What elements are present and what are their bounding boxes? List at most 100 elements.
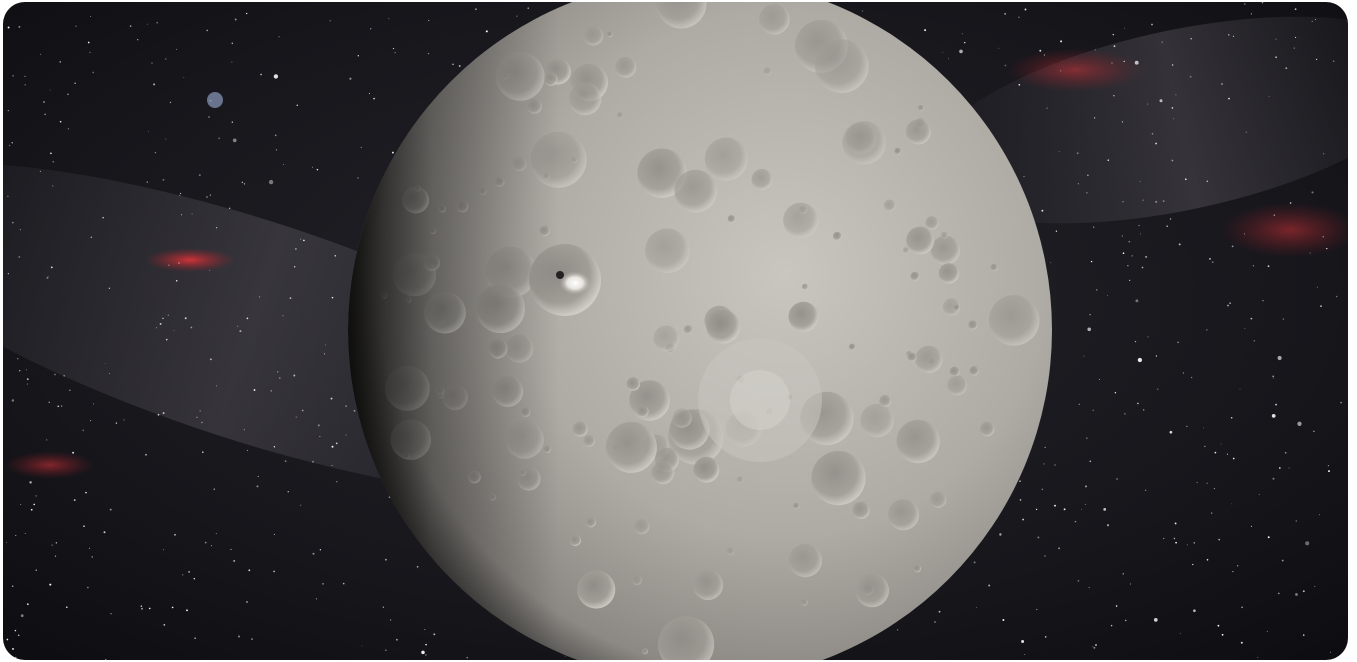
- star: [295, 416, 297, 418]
- star: [861, 10, 863, 12]
- star: [59, 61, 61, 63]
- star: [1162, 200, 1165, 203]
- star: [1151, 23, 1153, 26]
- star: [1046, 107, 1048, 109]
- star: [1113, 95, 1115, 97]
- star: [102, 217, 104, 219]
- star: [273, 533, 275, 535]
- star: [51, 544, 53, 546]
- star: [485, 30, 488, 33]
- star: [213, 488, 216, 490]
- star: [466, 656, 469, 659]
- star: [148, 130, 150, 132]
- star: [1171, 159, 1174, 162]
- star: [1089, 313, 1091, 316]
- planet: [348, 2, 1052, 660]
- star: [67, 93, 69, 96]
- star: [1218, 538, 1221, 541]
- star: [46, 276, 49, 279]
- star: [257, 475, 259, 477]
- star: [1151, 133, 1154, 135]
- star: [1019, 480, 1021, 482]
- star: [17, 358, 19, 360]
- star: [1083, 355, 1085, 357]
- star: [1275, 403, 1277, 406]
- star: [368, 92, 370, 94]
- star: [1121, 121, 1124, 123]
- star: [104, 658, 107, 660]
- red-nebula: [5, 451, 95, 479]
- star: [287, 491, 289, 493]
- star: [1135, 299, 1139, 303]
- star: [1333, 60, 1335, 62]
- star: [282, 315, 284, 317]
- star: [1107, 159, 1110, 162]
- star: [1002, 619, 1005, 621]
- star: [17, 634, 20, 637]
- star: [1211, 512, 1213, 514]
- star: [1041, 488, 1044, 491]
- star: [186, 609, 188, 612]
- star: [156, 22, 158, 24]
- star: [1294, 8, 1297, 11]
- star: [324, 353, 326, 355]
- star: [7, 110, 9, 112]
- star: [1262, 300, 1264, 302]
- star: [334, 254, 337, 257]
- star: [82, 429, 85, 432]
- star: [1142, 199, 1144, 201]
- star: [49, 583, 52, 586]
- star: [1175, 94, 1177, 96]
- star: [1206, 329, 1208, 331]
- star: [331, 445, 334, 448]
- star: [1086, 437, 1088, 439]
- star: [975, 607, 977, 609]
- star: [1159, 99, 1163, 103]
- star: [1241, 606, 1243, 609]
- star: [1295, 36, 1297, 38]
- star: [1063, 508, 1066, 511]
- star: [897, 629, 899, 631]
- star: [35, 495, 38, 497]
- star: [1004, 64, 1007, 67]
- star: [12, 647, 14, 650]
- star: [1221, 83, 1223, 85]
- star: [1024, 653, 1026, 655]
- star: [394, 52, 396, 54]
- star: [1209, 258, 1211, 260]
- star: [7, 26, 10, 29]
- star: [1114, 391, 1117, 394]
- star: [284, 460, 287, 463]
- star: [1227, 304, 1229, 307]
- star: [1182, 372, 1184, 374]
- star: [1350, 475, 1351, 476]
- star: [1147, 103, 1149, 105]
- star: [146, 23, 148, 25]
- star: [1078, 403, 1080, 405]
- star: [1018, 83, 1021, 86]
- star: [49, 89, 51, 91]
- star: [26, 383, 28, 385]
- star: [1153, 618, 1158, 622]
- star: [1115, 605, 1118, 607]
- star: [1128, 240, 1131, 243]
- star: [301, 409, 304, 412]
- star: [29, 481, 32, 484]
- star: [1196, 481, 1198, 484]
- star: [89, 51, 91, 54]
- star: [18, 256, 21, 258]
- star: [44, 113, 46, 116]
- star: [1004, 13, 1006, 15]
- star: [54, 555, 57, 557]
- star: [246, 601, 248, 603]
- star: [1035, 508, 1038, 511]
- star: [109, 508, 112, 511]
- star: [1322, 153, 1325, 155]
- star: [425, 654, 427, 656]
- star: [999, 533, 1002, 536]
- star: [251, 638, 253, 640]
- star: [7, 195, 9, 198]
- star: [1351, 133, 1352, 134]
- star: [39, 170, 41, 172]
- star: [336, 481, 338, 483]
